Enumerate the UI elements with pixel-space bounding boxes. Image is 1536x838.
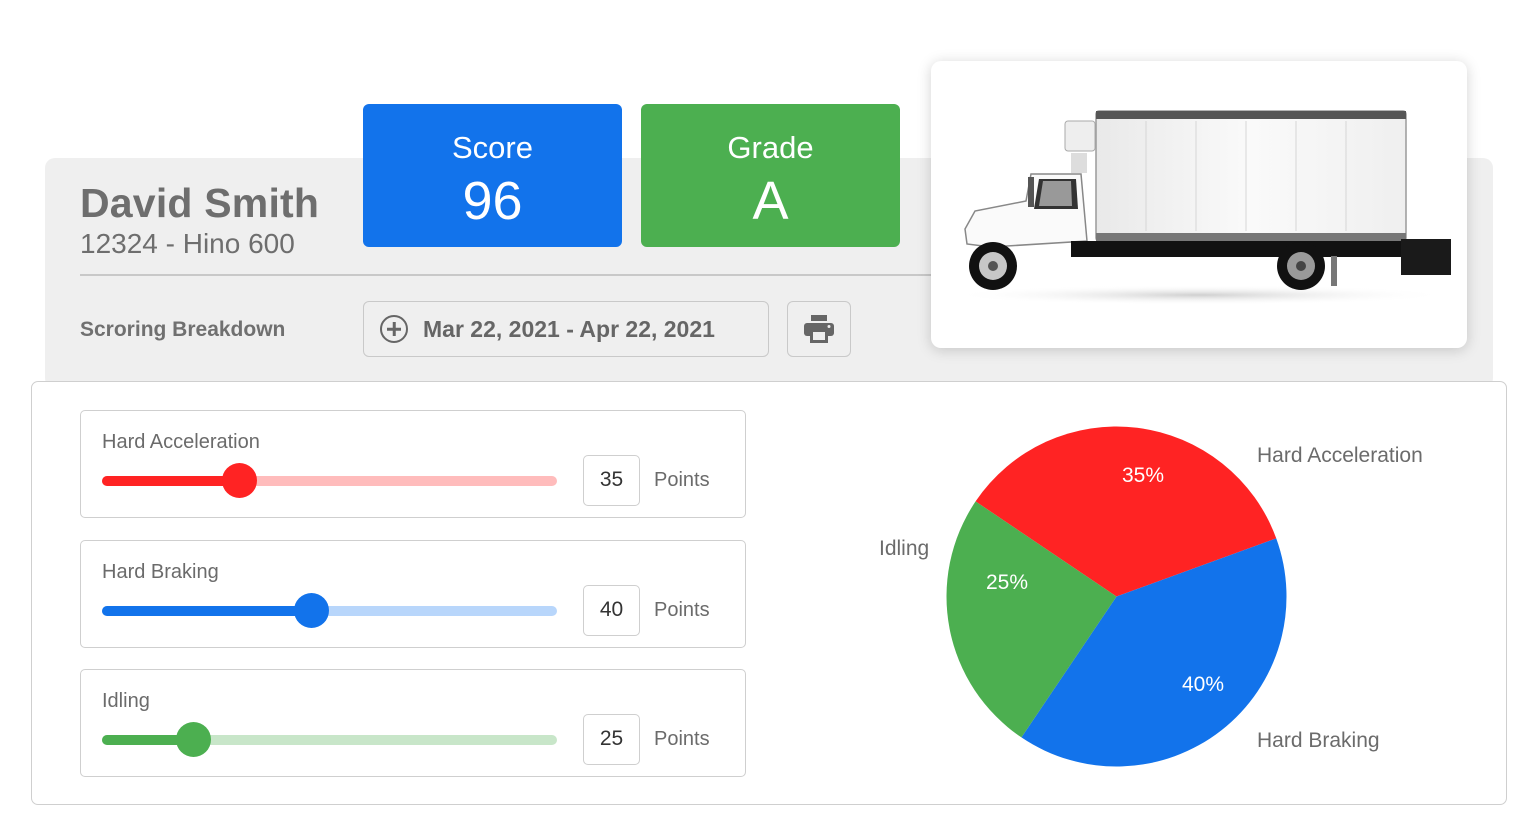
- pie-slice-hard-acceleration: [975, 426, 1277, 597]
- driver-name: David Smith: [80, 180, 320, 226]
- hard-braking-slider[interactable]: [102, 593, 557, 628]
- truck-image: [949, 110, 1451, 305]
- printer-icon: [804, 315, 834, 343]
- pie-legend-hard-acceleration: Hard Acceleration: [1257, 444, 1423, 467]
- points-unit-label: Points: [654, 728, 710, 750]
- scoring-breakdown-label: Scroring Breakdown: [80, 318, 286, 341]
- pie-percent-label: 35%: [1122, 464, 1164, 487]
- header-divider: [80, 274, 940, 276]
- grade-label: Grade: [727, 130, 814, 165]
- slider-thumb[interactable]: [176, 722, 211, 757]
- plus-circle-icon: [380, 315, 408, 343]
- metric-label: Idling: [102, 690, 150, 712]
- points-unit-label: Points: [654, 599, 710, 621]
- pie-slice-hard-braking: [1021, 538, 1287, 767]
- points-input[interactable]: 40: [583, 585, 640, 636]
- slider-thumb[interactable]: [294, 593, 330, 628]
- score-label: Score: [452, 130, 533, 165]
- date-range-button[interactable]: Mar 22, 2021 - Apr 22, 2021: [363, 301, 769, 357]
- metric-card-hard-braking: Hard Braking 40 Points: [80, 540, 746, 648]
- points-unit-label: Points: [654, 469, 710, 491]
- pie-slice-idling: [946, 501, 1117, 738]
- grade-card: Grade A: [641, 104, 900, 247]
- score-card: Score 96: [363, 104, 622, 247]
- print-button[interactable]: [787, 301, 851, 357]
- slider-fill: [102, 476, 239, 486]
- scoring-pie-chart: 35% 40% 25%: [946, 426, 1287, 767]
- slider-fill: [102, 735, 193, 745]
- pie-legend-idling: Idling: [879, 537, 930, 560]
- points-input[interactable]: 35: [583, 455, 640, 506]
- points-input[interactable]: 25: [583, 714, 640, 765]
- vehicle-id: 12324 - Hino 600: [80, 228, 295, 259]
- metric-card-idling: Idling 25 Points: [80, 669, 746, 777]
- pie-percent-label: 25%: [986, 571, 1028, 594]
- slider-thumb[interactable]: [221, 463, 257, 498]
- pie-chart-svg: 35% 40% 25%: [946, 426, 1287, 767]
- score-value: 96: [462, 171, 523, 231]
- metric-card-hard-acceleration: Hard Acceleration 35 Points: [80, 410, 746, 518]
- grade-value: A: [752, 171, 789, 231]
- metric-label: Hard Acceleration: [102, 431, 260, 453]
- vehicle-image-card: [931, 61, 1467, 348]
- idling-slider[interactable]: [102, 722, 557, 757]
- pie-legend-hard-braking: Hard Braking: [1257, 729, 1380, 752]
- metric-label: Hard Braking: [102, 561, 219, 583]
- hard-acceleration-slider[interactable]: [102, 463, 557, 498]
- slider-fill: [102, 606, 312, 616]
- date-range-text: Mar 22, 2021 - Apr 22, 2021: [423, 315, 715, 342]
- pie-percent-label: 40%: [1182, 673, 1224, 696]
